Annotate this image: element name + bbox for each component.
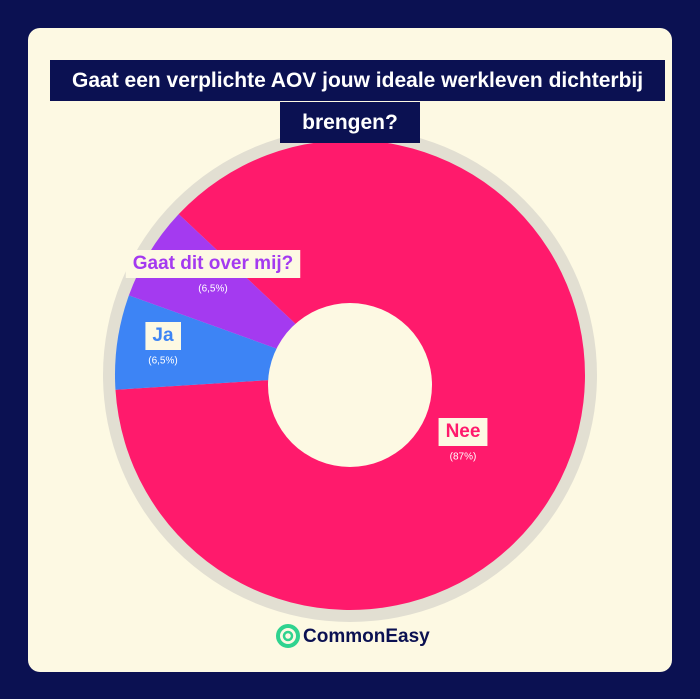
label-box xyxy=(125,250,301,278)
brand: CommonEasy xyxy=(303,626,430,647)
value-label: (6,5%) xyxy=(148,356,177,367)
category-label: Ja xyxy=(152,325,174,346)
logo-icon xyxy=(276,624,300,648)
value-label: (87%) xyxy=(450,452,477,463)
logo-icon xyxy=(282,630,294,642)
value-label: (6,5%) xyxy=(198,284,227,295)
donut-hole xyxy=(268,303,432,467)
category-label: Nee xyxy=(446,421,481,442)
chart-title: Gaat een verplichte AOV jouw ideale werk… xyxy=(50,60,666,143)
category-label: Gaat dit over mij? xyxy=(133,253,293,274)
label-box xyxy=(145,322,181,350)
chart-title-box: Gaat een verplichte AOV jouw ideale werk… xyxy=(50,60,666,144)
logo: CommonEasy xyxy=(276,624,430,648)
label-box xyxy=(438,418,488,446)
